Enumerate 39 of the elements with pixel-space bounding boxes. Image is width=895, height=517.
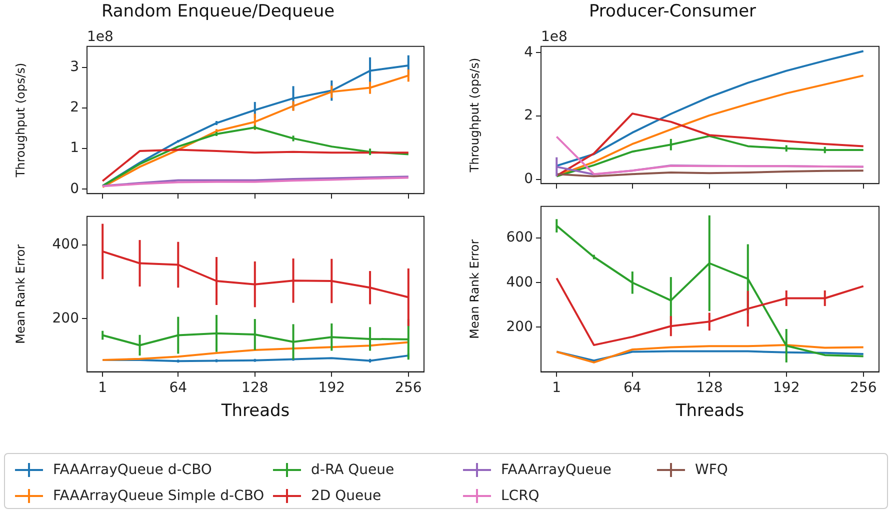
- y-axis-title: Mean Rank Error: [13, 244, 28, 344]
- y-tick-label: 2: [524, 108, 533, 124]
- x-tick-label: 192: [773, 380, 800, 396]
- legend-label: d-RA Queue: [311, 462, 394, 478]
- y-axis-title: Throughput (ops/s): [13, 62, 28, 178]
- x-tick-label: 128: [242, 380, 268, 396]
- y-tick-label: 200: [506, 318, 533, 335]
- chart-title: Producer-Consumer: [588, 2, 756, 22]
- x-tick-label: 1: [552, 380, 562, 396]
- x-tick-label: 128: [696, 380, 723, 396]
- x-tick-label: 256: [850, 380, 877, 396]
- y-tick-label: 0: [70, 180, 79, 197]
- x-axis-title: Threads: [674, 401, 744, 422]
- x-tick-label: 64: [169, 380, 188, 396]
- y-tick-label: 600: [506, 230, 533, 246]
- y-tick-label: 400: [52, 236, 79, 252]
- x-tick-label: 1: [98, 380, 108, 396]
- legend-label: LCRQ: [501, 488, 540, 504]
- legend-label: 2D Queue: [311, 488, 382, 504]
- y-axis-title: Throughput (ops/s): [467, 58, 482, 174]
- chart-title: Random Enqueue/Dequeue: [101, 2, 335, 22]
- y-axis-title: Mean Rank Error: [467, 239, 482, 339]
- y-tick-label: 1: [70, 140, 79, 156]
- legend-label: FAAArrayQueue: [501, 462, 612, 478]
- x-axis-title: Threads: [220, 401, 290, 422]
- y-tick-label: 3: [70, 59, 79, 76]
- y-tick-label: 200: [52, 310, 79, 326]
- x-tick-label: 192: [318, 380, 346, 396]
- y-tick-label: 0: [524, 171, 533, 188]
- legend-label: FAAArrayQueue d-CBO: [53, 462, 212, 478]
- y-tick-label: 400: [506, 274, 533, 290]
- x-tick-label: 256: [395, 380, 422, 396]
- y-tick-label: 2: [70, 100, 79, 116]
- y-tick-label: 4: [524, 44, 534, 60]
- text: 1e8: [541, 29, 568, 46]
- legend-label: WFQ: [695, 462, 728, 478]
- text: 1e8: [87, 29, 114, 46]
- legend-label: FAAArrayQueue Simple d-CBO: [53, 488, 264, 504]
- x-tick-label: 64: [624, 380, 642, 396]
